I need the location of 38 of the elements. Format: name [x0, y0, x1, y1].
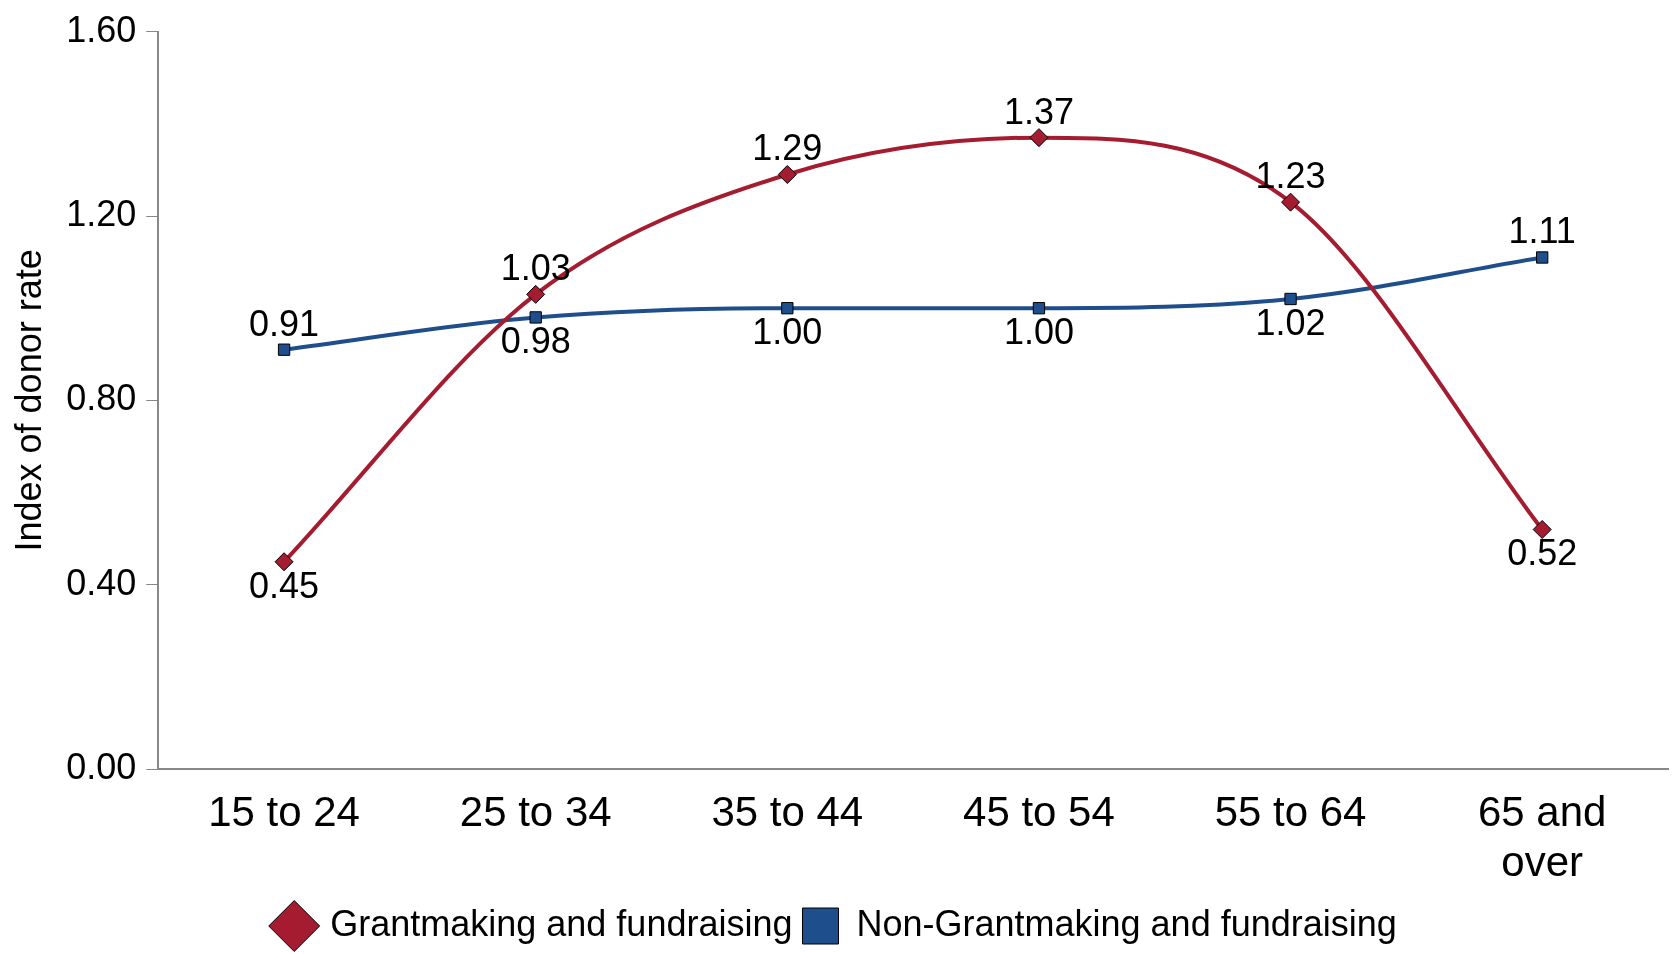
point [526, 284, 546, 304]
point [1032, 302, 1046, 315]
data-label: 1.02 [1255, 301, 1326, 343]
point [1536, 251, 1549, 264]
point [277, 343, 291, 356]
data-label: 0.91 [249, 302, 320, 344]
point [777, 165, 797, 185]
point [529, 311, 542, 324]
data-label: 1.00 [752, 311, 823, 353]
y-tick-label: 0.00 [66, 746, 137, 788]
point [1532, 519, 1552, 539]
data-label: 0.45 [249, 564, 320, 606]
point [1284, 292, 1297, 306]
x-tick-label: 45 to 54 [963, 787, 1115, 835]
y-tick-label: 1.60 [66, 8, 137, 50]
data-label: 1.29 [752, 127, 823, 169]
y-tick-label: 1.20 [66, 192, 137, 234]
point [1281, 192, 1301, 212]
y-axis-title: Index of donor rate [7, 249, 49, 552]
data-label: 1.11 [1508, 210, 1576, 252]
data-label: 1.23 [1255, 155, 1326, 197]
data-label: 1.03 [500, 247, 571, 289]
point [274, 552, 294, 572]
data-label: 1.37 [1003, 90, 1074, 132]
point [1029, 128, 1049, 148]
x-tick-label: 65 and over [1477, 787, 1607, 886]
y-tick-label: 0.80 [66, 377, 137, 419]
y-tick-label: 0.40 [66, 561, 137, 603]
data-label: 0.98 [500, 320, 571, 362]
legend-label: Non-Grantmaking and fundraising [856, 902, 1397, 944]
x-tick-label: 55 to 64 [1214, 787, 1367, 835]
x-tick-label: 15 to 24 [208, 787, 360, 835]
x-tick-label: 25 to 34 [459, 787, 612, 835]
data-label: 0.52 [1507, 532, 1578, 574]
point [781, 302, 794, 315]
legend-label: Grantmaking and fundraising [330, 902, 793, 944]
x-tick-label: 35 to 44 [711, 787, 864, 835]
data-label: 1.00 [1003, 311, 1074, 353]
